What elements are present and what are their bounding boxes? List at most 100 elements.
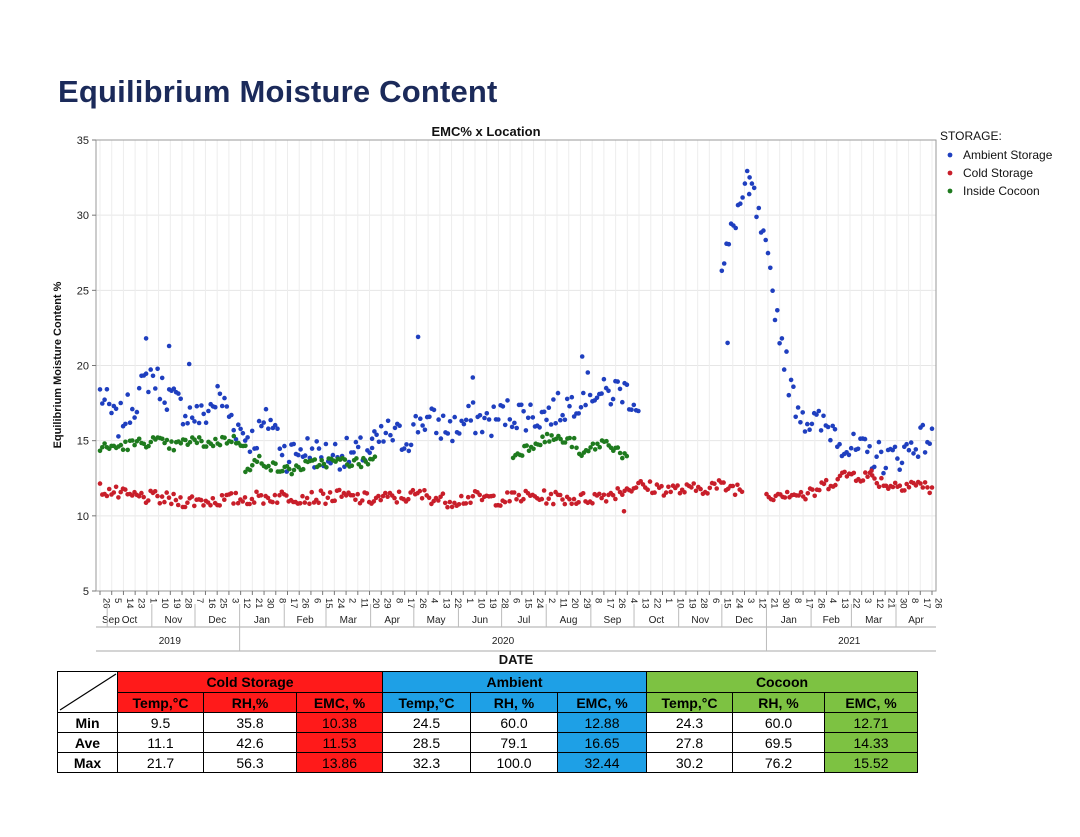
x-day-tick-label: 6 [511, 598, 522, 603]
data-point [106, 486, 112, 492]
data-point [537, 425, 542, 430]
data-point [354, 456, 359, 461]
data-point [507, 498, 512, 504]
data-point [323, 441, 329, 447]
y-tick-label: 20 [77, 361, 89, 373]
data-point [257, 453, 262, 459]
data-point [324, 465, 329, 470]
data-point [798, 489, 804, 495]
table-cell: 76.2 [732, 752, 825, 773]
x-day-tick-label: 8 [593, 598, 604, 603]
data-point [617, 386, 623, 392]
data-point [222, 435, 227, 441]
data-point [332, 441, 338, 447]
data-point [904, 441, 909, 447]
data-point [272, 492, 278, 498]
legend-entry: Cold Storage [963, 166, 1033, 180]
corner-diagonal [59, 673, 117, 711]
x-day-tick-label: 30 [265, 598, 276, 609]
data-point [361, 455, 366, 461]
data-point [381, 439, 386, 444]
x-day-tick-label: 4 [827, 598, 838, 603]
data-point [842, 469, 847, 475]
x-day-tick-label: 1 [147, 598, 158, 603]
data-point [782, 495, 788, 500]
x-day-tick-label: 6 [311, 598, 322, 603]
column-header: EMC, % [557, 692, 647, 713]
data-point [327, 490, 333, 495]
data-point [496, 417, 501, 422]
data-point [744, 168, 750, 174]
data-point [312, 457, 318, 462]
data-point [542, 439, 548, 445]
data-point [562, 501, 568, 507]
data-point [217, 442, 223, 448]
data-point [477, 492, 483, 498]
data-point [594, 395, 600, 401]
data-point [270, 499, 275, 505]
data-point [118, 489, 123, 495]
data-point [927, 441, 932, 447]
table-cell: 11.1 [117, 732, 204, 753]
data-point [383, 490, 388, 496]
data-point [781, 367, 787, 372]
data-point [779, 336, 785, 341]
data-point [208, 503, 213, 508]
data-point [486, 417, 492, 422]
data-point [419, 496, 425, 501]
data-point [291, 467, 297, 473]
data-point [249, 496, 255, 502]
x-day-tick-label: 22 [651, 598, 662, 609]
data-point [427, 414, 432, 420]
data-point [178, 495, 183, 500]
data-point [178, 396, 183, 402]
data-point [547, 439, 552, 444]
data-point [355, 444, 361, 450]
data-point [530, 415, 536, 420]
x-year-label: 2020 [492, 636, 515, 647]
data-point [404, 442, 409, 447]
data-point [189, 494, 195, 499]
data-point [102, 397, 107, 403]
table-cell: 13.86 [296, 752, 383, 773]
data-point [152, 489, 158, 494]
data-point [201, 411, 206, 417]
data-point [164, 407, 170, 413]
data-point [581, 390, 586, 396]
data-point [141, 441, 147, 447]
data-point [316, 500, 321, 506]
data-point [754, 214, 759, 220]
data-point [372, 454, 378, 460]
group-header-cold-storage: Cold Storage [117, 671, 383, 693]
data-point [259, 423, 264, 429]
x-day-tick-label: 12 [241, 598, 252, 609]
data-point [434, 430, 439, 436]
data-point [123, 421, 128, 427]
data-point [541, 409, 547, 415]
data-point [929, 485, 935, 490]
data-point [275, 426, 280, 432]
data-point [726, 241, 732, 247]
data-point [821, 413, 826, 419]
data-point [491, 493, 496, 499]
y-tick-label: 25 [77, 285, 89, 297]
x-day-tick-label: 10 [475, 598, 486, 609]
data-point [756, 205, 762, 211]
data-point [666, 484, 671, 490]
legend-entry: Ambient Storage [963, 148, 1053, 162]
data-point [394, 500, 400, 505]
data-point [390, 438, 396, 443]
data-point [892, 480, 898, 486]
data-point [286, 459, 292, 465]
data-point [558, 436, 563, 442]
data-point [540, 434, 545, 440]
data-point [367, 450, 373, 456]
data-point [296, 452, 301, 458]
data-point [420, 423, 425, 428]
x-day-tick-label: 10 [159, 598, 170, 609]
data-point [242, 438, 248, 443]
data-point [355, 491, 361, 497]
table-cell: 24.3 [646, 712, 733, 733]
data-point [157, 396, 163, 402]
